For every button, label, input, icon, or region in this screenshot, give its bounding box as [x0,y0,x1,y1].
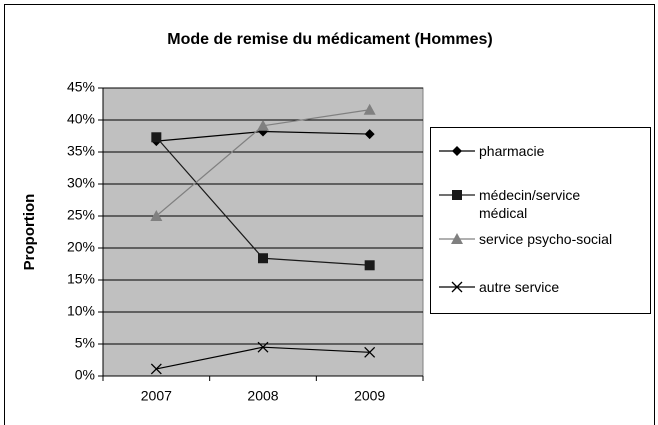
marker [151,132,162,143]
legend-label: pharmacie [479,143,545,159]
y-tick-label: 45% [67,79,95,95]
y-axis-label: Proportion [21,194,38,271]
x-tick-label: 2008 [247,388,278,404]
legend-swatch [439,281,475,293]
marker [451,281,463,293]
chart-border [4,4,655,425]
y-tick-label: 15% [67,271,95,287]
x-tick-label: 2007 [141,388,172,404]
legend-label: médecin/service médical [479,187,581,221]
marker [452,190,462,200]
legend-entry: médecin/service médical [439,186,629,222]
legend-swatch [439,190,475,200]
y-tick-label: 5% [75,335,95,351]
y-tick-label: 10% [67,303,95,319]
legend-label: autre service [479,279,560,295]
marker [257,341,269,353]
y-tick-label: 40% [67,111,95,127]
marker [364,129,375,140]
y-tick-label: 25% [67,207,95,223]
marker [363,103,376,115]
legend-swatch [439,146,475,156]
legend-entry: autre service [439,278,629,296]
y-tick-label: 0% [75,367,95,383]
marker [364,346,376,358]
marker [150,363,162,375]
legend-entry: service psycho-social [439,230,629,248]
chart-title: Mode de remise du médicament (Hommes) [167,31,492,48]
legend-swatch [439,233,475,244]
marker [452,146,462,156]
marker [364,260,375,271]
marker [451,233,463,244]
y-tick-label: 20% [67,239,95,255]
legend: pharmacie médecin/service médical service … [430,127,651,314]
y-tick-label: 35% [67,143,95,159]
y-tick-label: 30% [67,175,95,191]
marker [257,119,269,131]
x-tick-label: 2009 [354,388,385,404]
marker [150,210,163,221]
legend-label: service psycho-social [479,231,613,247]
legend-entry: pharmacie [439,142,629,160]
marker [258,253,268,264]
